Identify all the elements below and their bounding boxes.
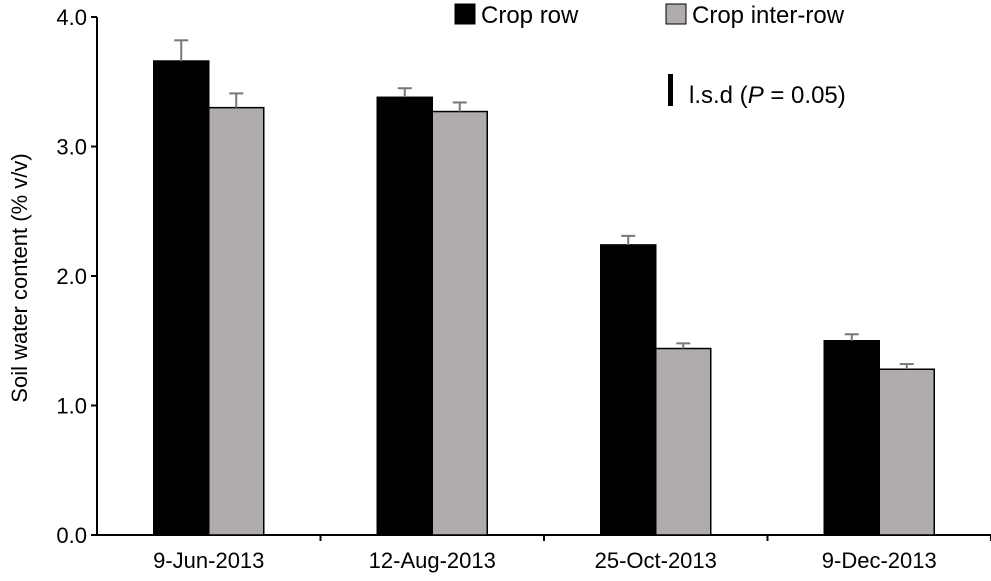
x-categories: 9-Jun-2013 12-Aug-2013 25-Oct-2013 9-Dec-20… <box>153 535 991 573</box>
bar-crop-row <box>376 96 433 536</box>
y-axis-label: Soil water content (% v/v) <box>7 153 32 402</box>
legend-label-crop-row: Crop row <box>481 2 579 29</box>
lsd-label: l.s.d (P = 0.05) <box>689 82 846 109</box>
bar-crop-inter-row <box>431 110 488 536</box>
bar-crop-row <box>823 340 880 536</box>
y-tick-label: 4.0 <box>56 5 87 30</box>
legend-label-crop-inter-row: Crop inter-row <box>692 2 845 29</box>
error-bars <box>174 39 914 370</box>
bars <box>153 60 935 536</box>
legend-swatch-crop-inter-row <box>665 3 687 25</box>
bar-crop-inter-row <box>655 347 712 536</box>
y-tick-label: 3.0 <box>56 135 87 160</box>
legend: Crop row Crop inter-row <box>454 2 845 29</box>
x-category-label: 9-Dec-2013 <box>822 548 937 573</box>
y-tick-label: 1.0 <box>56 394 87 419</box>
y-tick-label: 2.0 <box>56 264 87 289</box>
bar-crop-inter-row <box>208 106 265 536</box>
legend-swatch-crop-row <box>454 3 476 25</box>
bar-crop-inter-row <box>878 368 935 536</box>
y-ticks: 0.0 1.0 2.0 3.0 4.0 <box>56 5 97 548</box>
lsd-bar <box>668 74 673 106</box>
x-category-label: 12-Aug-2013 <box>369 548 496 573</box>
y-tick-label: 0.0 <box>56 523 87 548</box>
x-category-label: 25-Oct-2013 <box>595 548 717 573</box>
lsd-annotation: l.s.d (P = 0.05) <box>668 74 846 109</box>
x-category-label: 9-Jun-2013 <box>153 548 264 573</box>
bar-crop-row <box>600 244 657 536</box>
bar-crop-row <box>153 60 210 536</box>
